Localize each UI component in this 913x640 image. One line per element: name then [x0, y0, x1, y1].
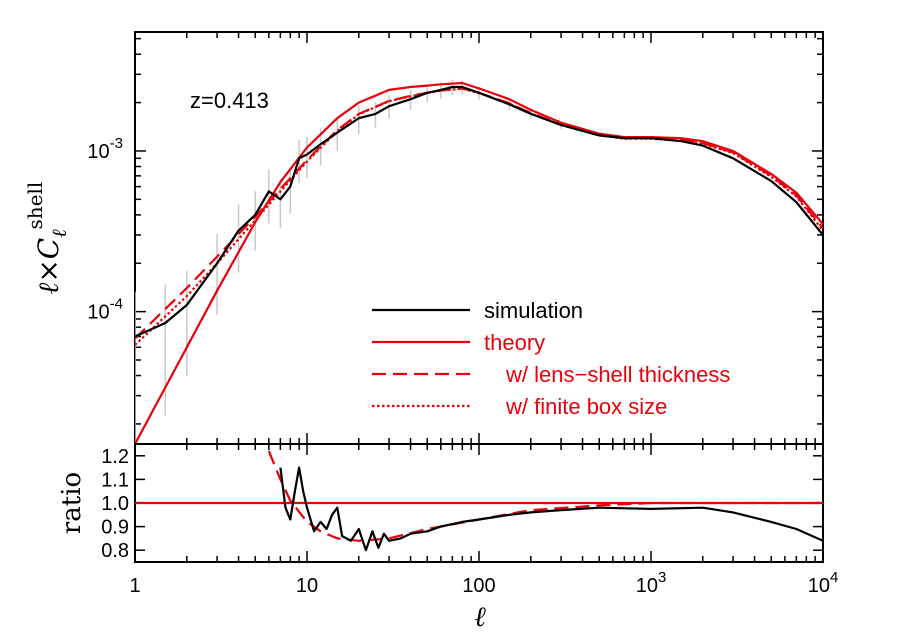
ratio-x-tick-label: 1	[129, 575, 140, 597]
main-series-0-line	[135, 85, 823, 338]
legend-label: simulation	[484, 298, 583, 323]
redshift-annotation: z=0.413	[190, 88, 269, 113]
ratio-series-0-line	[279, 466, 823, 552]
ylabel-subscript: ℓ	[47, 229, 71, 238]
ratio-panel: 1 10 100 103 104 0.80.91.01.11.2 ratio ℓ	[57, 443, 839, 633]
legend: simulation theory w/ lens−shell thickness w…	[372, 298, 730, 419]
ratio-y-tick-label: 1.2	[101, 446, 129, 468]
x-axis-title: ℓ	[474, 600, 486, 633]
legend-label: w/ lens−shell thickness	[505, 362, 730, 387]
ratio-y-tick-label: 1.0	[101, 493, 129, 515]
ratio-x-tick-label: 104	[808, 569, 839, 597]
ratio-x-tick-label: 10	[296, 575, 318, 597]
ratio-series-1-line	[267, 450, 823, 542]
legend-label: w/ finite box size	[505, 394, 667, 419]
ylabel-superscript: shell	[23, 182, 47, 230]
ratio-x-tick-label: 100	[462, 575, 495, 597]
ratio-x-tick-label: 103	[636, 569, 667, 597]
main-y-tick-label: 10-4	[87, 296, 123, 324]
main-panel: 10-4 10-3 z=0.413 ℓ×Cℓshell simulation the…	[23, 31, 824, 445]
main-series-1-line	[135, 81, 823, 444]
ratio-y-tick-label: 1.1	[101, 469, 129, 491]
main-y-tick-label: 10-3	[87, 135, 123, 163]
ratio-y-tick-label: 0.9	[101, 517, 129, 539]
main-ylabel: ℓ×Cℓshell	[23, 182, 71, 295]
ratio-ylabel: ratio	[57, 472, 87, 534]
legend-label: theory	[484, 330, 545, 355]
ratio-y-tick-label: 0.8	[101, 540, 129, 562]
